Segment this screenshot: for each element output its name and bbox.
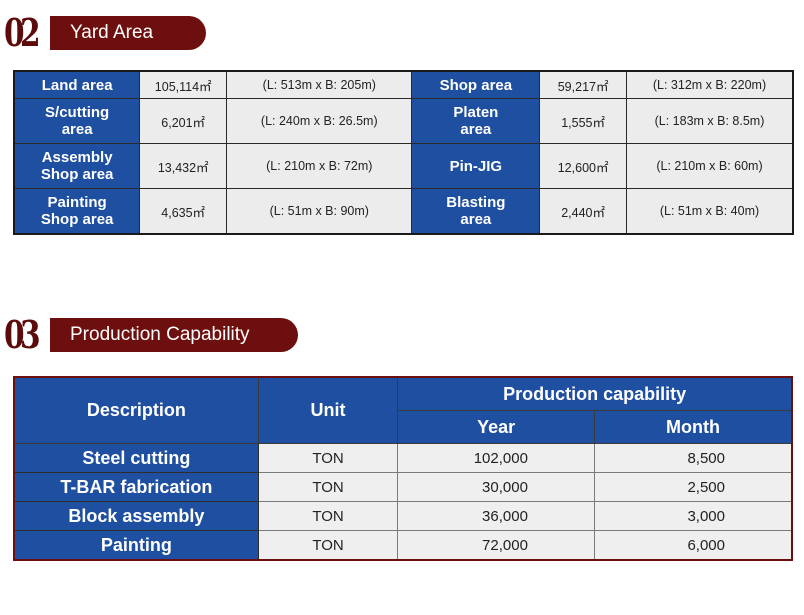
row-label: Shop area <box>411 70 541 99</box>
area-value: 12,600㎡ <box>539 143 627 189</box>
row-label: Platen area <box>411 98 541 144</box>
dimension-value: (L: 51m x B: 90m) <box>226 188 413 235</box>
table-row: Painting TON 72,000 6,000 <box>13 530 793 561</box>
area-value: 1,555㎡ <box>539 98 627 144</box>
row-month: 8,500 <box>593 443 793 473</box>
section-title: Yard Area <box>70 22 154 43</box>
table-row: Assembly Shop area 13,432㎡ (L: 210m x B:… <box>13 143 794 189</box>
header-row: Description Unit Production capability <box>13 376 793 444</box>
section-header-yard: 02 Yard Area <box>4 10 206 55</box>
row-description: Block assembly <box>13 501 259 531</box>
row-year: 30,000 <box>397 472 595 502</box>
production-capability-table: Description Unit Production capability Y… <box>13 376 793 561</box>
row-description: T-BAR fabrication <box>13 472 259 502</box>
row-year: 72,000 <box>397 530 595 561</box>
header-month: Month <box>593 410 793 444</box>
table-row: T-BAR fabrication TON 30,000 2,500 <box>13 472 793 502</box>
row-unit: TON <box>257 472 399 502</box>
header-row: Year Month <box>14 410 793 444</box>
row-unit: TON <box>257 443 399 473</box>
row-description: Steel cutting <box>13 443 259 473</box>
dimension-value: (L: 513m x B: 205m) <box>226 70 413 99</box>
row-label: Pin-JIG <box>411 143 541 189</box>
row-year: 102,000 <box>397 443 595 473</box>
table-row: Land area 105,114㎡ (L: 513m x B: 205m) S… <box>13 70 794 99</box>
dimension-value: (L: 240m x B: 26.5m) <box>226 98 413 144</box>
area-value: 6,201㎡ <box>139 98 228 144</box>
row-month: 2,500 <box>593 472 793 502</box>
section-number: 03 <box>4 312 41 357</box>
row-year: 36,000 <box>397 501 595 531</box>
dimension-value: (L: 183m x B: 8.5m) <box>626 98 794 144</box>
area-value: 2,440㎡ <box>539 188 627 235</box>
yard-area-table: Land area 105,114㎡ (L: 513m x B: 205m) S… <box>13 70 794 235</box>
dimension-value: (L: 312m x B: 220m) <box>626 70 794 99</box>
row-label: Painting Shop area <box>13 188 141 235</box>
header-unit: Unit <box>257 376 399 444</box>
header-year: Year <box>397 410 595 444</box>
section-title-bar: Yard Area <box>50 16 206 50</box>
area-value: 105,114㎡ <box>139 70 228 99</box>
row-month: 3,000 <box>593 501 793 531</box>
header-production-capability: Production capability <box>397 376 793 411</box>
table-row: S/cutting area 6,201㎡ (L: 240m x B: 26.5… <box>13 98 794 144</box>
area-value: 4,635㎡ <box>139 188 228 235</box>
row-label: S/cutting area <box>13 98 141 144</box>
row-label: Assembly Shop area <box>13 143 141 189</box>
row-label: Land area <box>13 70 141 99</box>
table-row: Painting Shop area 4,635㎡ (L: 51m x B: 9… <box>13 188 794 235</box>
section-header-production: 03 Production Capability <box>4 312 298 357</box>
area-value: 59,217㎡ <box>539 70 627 99</box>
area-value: 13,432㎡ <box>139 143 228 189</box>
table-row: Steel cutting TON 102,000 8,500 <box>13 443 793 473</box>
table-row: Block assembly TON 36,000 3,000 <box>13 501 793 531</box>
row-month: 6,000 <box>593 530 793 561</box>
row-unit: TON <box>257 530 399 561</box>
dimension-value: (L: 210m x B: 72m) <box>226 143 413 189</box>
section-title: Production Capability <box>70 324 250 345</box>
dimension-value: (L: 210m x B: 60m) <box>626 143 794 189</box>
dimension-value: (L: 51m x B: 40m) <box>626 188 794 235</box>
header-description: Description <box>13 376 259 444</box>
row-label: Blasting area <box>411 188 541 235</box>
section-number: 02 <box>4 10 41 55</box>
section-title-bar: Production Capability <box>50 318 298 352</box>
row-description: Painting <box>13 530 259 561</box>
row-unit: TON <box>257 501 399 531</box>
